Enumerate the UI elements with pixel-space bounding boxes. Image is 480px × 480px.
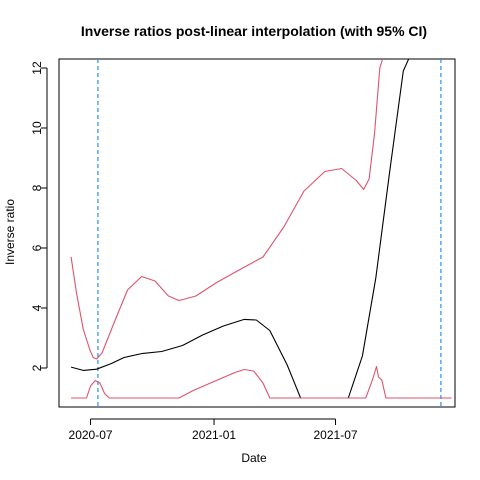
axes-group: 2020-07 2021-01 2021-07 2 4 6 8 10 12 [30, 61, 358, 442]
y-tick-label: 8 [30, 184, 44, 191]
y-axis-label: Inverse ratio [3, 199, 17, 265]
series-group [70, 59, 452, 399]
y-tick-label: 4 [30, 304, 44, 311]
reference-lines-group [97, 59, 442, 407]
plot-area-frame [58, 58, 456, 408]
y-tick-label: 10 [30, 121, 44, 135]
chart-title: Inverse ratios post-linear interpolation… [81, 23, 427, 39]
y-tick-label: 6 [30, 244, 44, 251]
series-line-2 [71, 365, 452, 399]
x-axis-label: Date [241, 451, 267, 465]
y-tick-label: 2 [30, 364, 44, 371]
y-tick-label: 12 [30, 61, 44, 75]
series-line-0 [70, 59, 410, 399]
x-tick-label: 2021-07 [314, 428, 358, 442]
series-line-1 [70, 59, 384, 360]
x-tick-label: 2020-07 [69, 428, 113, 442]
x-tick-label: 2021-01 [192, 428, 236, 442]
